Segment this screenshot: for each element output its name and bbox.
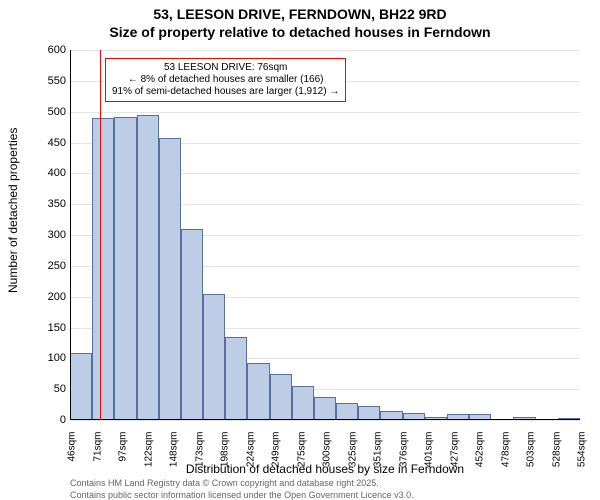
y-tick-label: 0 — [26, 414, 66, 426]
y-tick-label: 400 — [26, 167, 66, 179]
footer-line2: Contains public sector information licen… — [70, 490, 414, 500]
histogram-bar — [358, 406, 380, 420]
histogram-bar — [114, 117, 136, 420]
annotation-line3: 91% of semi-detached houses are larger (… — [112, 86, 339, 98]
chart-container: 53, LEESON DRIVE, FERNDOWN, BH22 9RD Siz… — [0, 0, 600, 500]
histogram-bar — [159, 138, 181, 420]
y-tick-label: 250 — [26, 260, 66, 272]
histogram-bar — [181, 229, 203, 420]
y-tick-label: 200 — [26, 291, 66, 303]
y-tick-label: 550 — [26, 75, 66, 87]
footer-line1: Contains HM Land Registry data © Crown c… — [70, 478, 379, 488]
y-tick-label: 500 — [26, 106, 66, 118]
gridline — [70, 112, 580, 113]
histogram-bar — [92, 118, 114, 420]
y-tick-label: 150 — [26, 322, 66, 334]
annotation-box: 53 LEESON DRIVE: 76sqm← 8% of detached h… — [105, 58, 346, 102]
reference-line — [100, 50, 101, 420]
annotation-line1: 53 LEESON DRIVE: 76sqm — [112, 62, 339, 74]
x-axis-label: Distribution of detached houses by size … — [70, 462, 580, 476]
gridline — [70, 420, 580, 421]
x-axis-line — [70, 419, 580, 420]
gridline — [70, 50, 580, 51]
histogram-bar — [247, 363, 269, 420]
histogram-bar — [203, 294, 225, 420]
plot-area: 53 LEESON DRIVE: 76sqm← 8% of detached h… — [70, 50, 580, 420]
y-tick-label: 600 — [26, 44, 66, 56]
histogram-bar — [225, 337, 247, 420]
histogram-bar — [314, 397, 336, 420]
histogram-bar — [70, 353, 92, 420]
histogram-bar — [336, 403, 358, 420]
histogram-bar — [292, 386, 314, 420]
chart-title-line1: 53, LEESON DRIVE, FERNDOWN, BH22 9RD — [0, 6, 600, 22]
histogram-bar — [270, 374, 292, 420]
y-tick-label: 300 — [26, 229, 66, 241]
y-axis-label: Number of detached properties — [6, 0, 22, 420]
chart-title-line2: Size of property relative to detached ho… — [0, 24, 600, 40]
histogram-bar — [137, 115, 159, 420]
y-tick-label: 450 — [26, 137, 66, 149]
y-tick-label: 100 — [26, 352, 66, 364]
y-tick-label: 350 — [26, 198, 66, 210]
y-tick-label: 50 — [26, 383, 66, 395]
y-axis-line — [70, 50, 71, 420]
annotation-line2: ← 8% of detached houses are smaller (166… — [112, 74, 339, 86]
